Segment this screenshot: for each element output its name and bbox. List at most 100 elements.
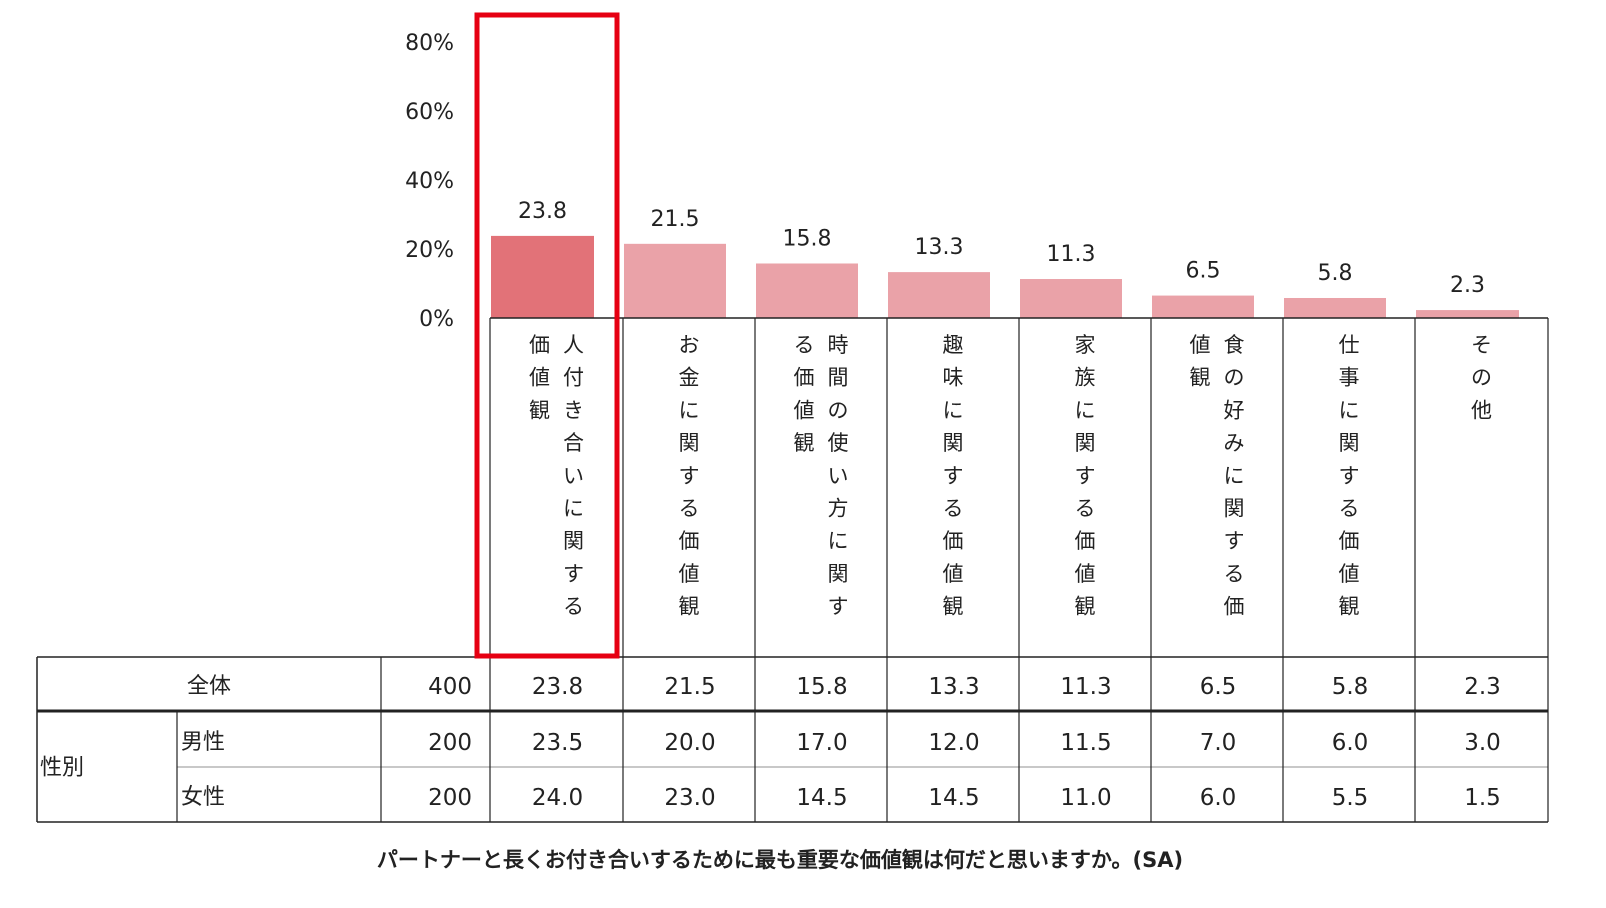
table-cell: 2.3 — [1464, 674, 1501, 700]
table-cell: 23.0 — [664, 785, 715, 811]
table-cell: 5.5 — [1332, 785, 1369, 811]
category-label-char: 価 — [1224, 595, 1245, 619]
category-label-char: 価 — [679, 529, 700, 553]
y-tick-label: 20% — [405, 238, 454, 263]
category-label-char: に — [943, 398, 964, 422]
category-label-char: 関 — [828, 562, 849, 586]
category-label-char: 観 — [943, 595, 964, 619]
category-label-char: 観 — [679, 595, 700, 619]
category-label-char: 方 — [828, 497, 849, 521]
row-group-label: 性別 — [40, 756, 84, 781]
bar — [1416, 310, 1519, 318]
category-label-char: る — [1339, 497, 1360, 521]
category-label-char: 味 — [943, 366, 964, 390]
table-cell: 20.0 — [664, 730, 715, 756]
table-cell: 6.5 — [1200, 674, 1237, 700]
category-label-char: す — [1339, 464, 1360, 488]
category-label-char: 関 — [679, 431, 700, 455]
category-label-char: る — [943, 497, 964, 521]
category-label-char: 趣 — [943, 333, 964, 357]
category-label-char: 家 — [1075, 333, 1096, 357]
table-cell: 3.0 — [1464, 730, 1501, 756]
category-label-char: に — [679, 398, 700, 422]
table-cell: 23.8 — [532, 674, 583, 700]
category-label-char: 関 — [1224, 497, 1245, 521]
table-cell: 11.0 — [1060, 785, 1111, 811]
category-label-char: 人 — [563, 333, 584, 357]
table-n-cell: 200 — [428, 785, 472, 811]
bar — [888, 272, 990, 318]
category-label-char: す — [828, 595, 849, 619]
y-tick-label: 60% — [405, 100, 454, 125]
category-label-char: 金 — [679, 366, 700, 390]
data-label: 23.8 — [518, 199, 567, 224]
category-label-char: す — [943, 464, 964, 488]
category-label-char: 観 — [1190, 366, 1211, 390]
category-label-char: の — [1224, 366, 1245, 390]
category-label-char: に — [1075, 398, 1096, 422]
category-label-char: す — [1075, 464, 1096, 488]
table-cell: 11.3 — [1060, 674, 1111, 700]
category-label-char: す — [563, 562, 584, 586]
category-label-char: 食 — [1224, 333, 1245, 357]
category-label-char: る — [1075, 497, 1096, 521]
table-cell: 24.0 — [532, 785, 583, 811]
category-label-char: 他 — [1471, 398, 1492, 422]
table-cell: 17.0 — [796, 730, 847, 756]
table-cell: 15.8 — [796, 674, 847, 700]
category-label-char: 観 — [529, 398, 550, 422]
y-tick-label: 0% — [419, 307, 454, 332]
category-label-char: き — [563, 398, 584, 422]
category-label-char: 観 — [794, 431, 815, 455]
category-label-char: に — [563, 497, 584, 521]
category-label-char: に — [1224, 464, 1245, 488]
table-cell: 1.5 — [1464, 785, 1501, 811]
table-n-cell: 200 — [428, 730, 472, 756]
category-label-char: る — [563, 595, 584, 619]
category-label-char: お — [679, 333, 700, 357]
table-n-cell: 400 — [428, 674, 472, 700]
data-label: 2.3 — [1450, 273, 1485, 298]
category-label-char: 関 — [943, 431, 964, 455]
category-label-char: 関 — [1339, 431, 1360, 455]
data-label: 11.3 — [1047, 242, 1096, 267]
table-cell: 6.0 — [1200, 785, 1237, 811]
data-label: 5.8 — [1318, 261, 1353, 286]
category-label-char: 価 — [943, 529, 964, 553]
category-label-char: 値 — [794, 398, 815, 422]
category-label-char: 価 — [1339, 529, 1360, 553]
category-label-char: 族 — [1075, 366, 1096, 390]
category-label-char: る — [1224, 562, 1245, 586]
category-label-char: 観 — [1075, 595, 1096, 619]
table-cell: 14.5 — [796, 785, 847, 811]
category-label-char: に — [1339, 398, 1360, 422]
bar — [624, 243, 726, 318]
category-label-char: の — [1471, 366, 1492, 390]
category-label-char: 関 — [1075, 431, 1096, 455]
category-label-char: 値 — [1339, 562, 1360, 586]
category-label-char: に — [828, 529, 849, 553]
data-label: 15.8 — [783, 226, 832, 251]
row-label: 男性 — [181, 730, 225, 755]
table-cell: 23.5 — [532, 730, 583, 756]
category-label-char: 値 — [1075, 562, 1096, 586]
bar — [491, 235, 594, 318]
category-label-char: す — [679, 464, 700, 488]
category-label-char: い — [563, 464, 584, 488]
table-cell: 12.0 — [928, 730, 979, 756]
category-label-char: 値 — [1190, 333, 1211, 357]
category-label-char: 事 — [1339, 366, 1360, 390]
category-label-char: 関 — [563, 529, 584, 553]
category-label-char: 合 — [563, 431, 584, 455]
bar — [1284, 297, 1386, 318]
y-tick-label: 40% — [405, 169, 454, 194]
table-cell: 7.0 — [1200, 730, 1237, 756]
category-label-char: る — [679, 497, 700, 521]
table-cell: 21.5 — [664, 674, 715, 700]
row-label: 全体 — [187, 674, 231, 699]
category-label-char: の — [828, 398, 849, 422]
category-label-char: 値 — [529, 366, 550, 390]
category-label-char: 仕 — [1339, 333, 1360, 357]
highlight-box — [474, 12, 620, 659]
